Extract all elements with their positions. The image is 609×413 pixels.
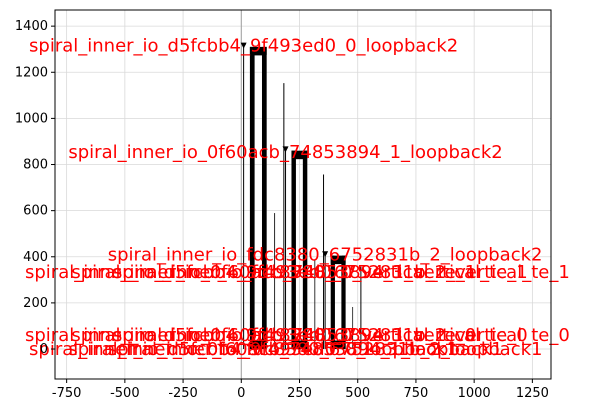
y-tick-label: 200 [23,296,48,311]
x-tick-label: 1000 [458,386,491,401]
spiral-column [249,46,255,350]
port-label: spiral_inner_io_d5fcbb4_9f493ed0_0_loopb… [29,339,458,360]
port-label: spiral_inner_io_fdc8380_6752831b_2_loopb… [108,244,543,265]
port-marker [322,251,329,258]
x-tick-label: 0 [237,386,245,401]
y-tick-label: 1400 [15,19,48,34]
port-label: spiral_inner_io_fdc8380_6752831b_2_loopb… [108,339,543,360]
spiral-column [274,213,276,350]
spiral-column [291,150,296,350]
x-tick-label: 500 [345,386,370,401]
port-marker [240,42,247,49]
spiral-column [341,255,346,350]
port-marker [282,146,289,153]
port-label: spiral_inner_io_0f60acb_74853894_1_verti… [71,262,527,283]
y-tick-label: 800 [23,158,48,173]
x-tick-label: 750 [404,386,429,401]
spiral-bottom-band [249,341,267,350]
x-tick-label: -500 [110,386,140,401]
spiral-inner-outline [294,158,304,342]
port-label: spiral_inner_io_fdc8380_6752831b_2_verti… [113,262,570,283]
spiral-top-band [291,150,308,159]
port-label: spiral_inner_io_d5fcbb4_9f493ed0_0_verti… [25,262,476,283]
port-labels: spiral_inner_io_d5fcbb4_9f493ed0_0_loopb… [25,36,570,360]
port-label: spiral_inner_io_0f60acb_74853894_1_loopb… [68,339,502,360]
spiral-2 [322,251,362,350]
plot-frame [54,9,552,380]
y-axis-ticks: 0 200 400 600 800 1000 1200 1400 [15,19,55,357]
x-tick-label: 1250 [516,386,549,401]
spiral-top-band [249,46,267,55]
y-tick-label: 600 [23,204,48,219]
y-tick-label: 1000 [15,111,48,126]
port-label: spiral_inner_io_0f60acb_74853894_1_verti… [71,325,527,346]
spiral-column [352,306,354,350]
y-tick-label: 1200 [15,65,48,80]
port-label: spiral_inner_io_0f60acb_74853894_1_loopb… [68,142,502,163]
spiral-1 [282,146,325,350]
port-label: spiral_inner_io_d5fcbb4_9f493ed0_0_loopb… [29,36,458,57]
port-label: spiral_inner_io_d5fcbb4_9f493ed0_0_verti… [25,325,476,346]
y-tick-label: 0 [40,342,48,357]
spiral-column [314,259,316,350]
port-label: spiral_inner_io_fdc8380_6752831b_2_verti… [113,325,570,346]
spiral-paths [240,42,362,350]
spiral-top-band [330,255,346,264]
x-tick-label: -250 [168,386,198,401]
x-tick-label: 250 [287,386,312,401]
spiral-column [262,46,267,350]
y-tick-label: 400 [23,250,48,265]
spiral-inner-outline [333,263,343,342]
x-tick-label: -750 [52,386,82,401]
spiral-column [330,255,335,350]
spiral-lead-wire [243,44,246,350]
spiral-column [303,150,308,350]
spiral-inner-outline [253,54,263,342]
x-axis-ticks: -750 -500 -250 0 250 500 750 1000 1250 [52,379,549,401]
spiral-0 [240,42,285,350]
spiral-bottom-band [291,341,308,350]
spiral-bottom-band [330,341,346,350]
